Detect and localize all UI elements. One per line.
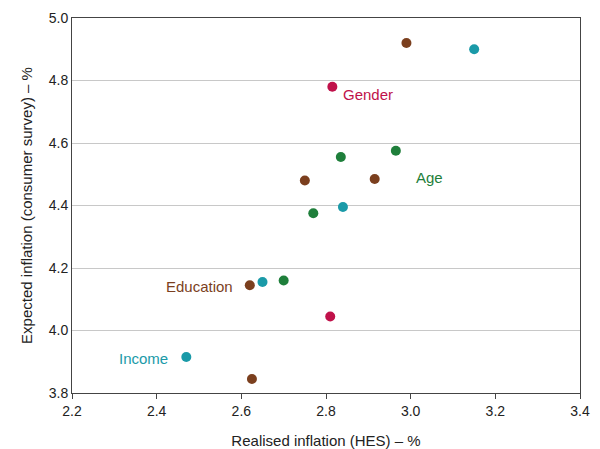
svg-text:Income: Income <box>119 350 168 367</box>
svg-text:Gender: Gender <box>343 86 393 103</box>
svg-text:5.0: 5.0 <box>49 10 69 26</box>
svg-text:2.2: 2.2 <box>62 403 82 419</box>
svg-text:2.4: 2.4 <box>147 403 167 419</box>
svg-text:2.8: 2.8 <box>316 403 336 419</box>
svg-text:Age: Age <box>416 169 443 186</box>
svg-text:3.2: 3.2 <box>486 403 506 419</box>
svg-text:Expected inflation (consumer s: Expected inflation (consumer survey) – % <box>18 67 35 344</box>
svg-text:Education: Education <box>166 278 233 295</box>
svg-text:3.8: 3.8 <box>49 385 69 401</box>
svg-text:3.4: 3.4 <box>570 403 590 419</box>
svg-text:4.6: 4.6 <box>49 135 69 151</box>
svg-text:4.4: 4.4 <box>49 197 69 213</box>
svg-text:3.0: 3.0 <box>401 403 421 419</box>
svg-text:4.0: 4.0 <box>49 322 69 338</box>
svg-text:Realised inflation (HES) – %: Realised inflation (HES) – % <box>231 432 420 449</box>
svg-text:2.6: 2.6 <box>232 403 252 419</box>
svg-text:4.2: 4.2 <box>49 260 69 276</box>
svg-text:4.8: 4.8 <box>49 72 69 88</box>
